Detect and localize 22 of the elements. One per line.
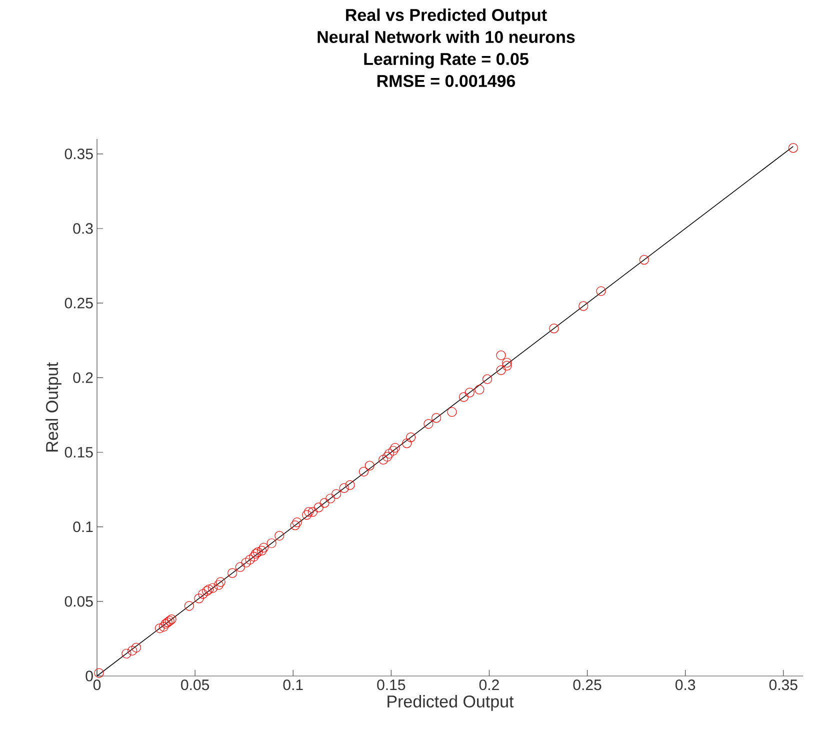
x-tick-label: 0.1 xyxy=(283,680,303,690)
y-tick-label: 0.35 xyxy=(64,148,93,160)
y-tick-label: 0.05 xyxy=(64,596,93,607)
y-tick-label: 0.3 xyxy=(73,223,93,234)
x-tick-label: 0.15 xyxy=(377,680,406,690)
y-tick-label: 0.2 xyxy=(73,372,93,383)
y-tick-label: 0.1 xyxy=(73,522,93,532)
text: Learning Rate = 0.05 xyxy=(364,52,528,68)
x-tick-label: 0.2 xyxy=(479,680,499,690)
x-tick-label: 0.35 xyxy=(769,680,798,690)
x-tick-label: 0.3 xyxy=(675,680,696,690)
x-tick-label: 0 xyxy=(93,680,101,690)
chart-title: Real vs Predicted Output xyxy=(346,8,547,24)
y-tick-label: 0.15 xyxy=(64,446,93,458)
chart-subtitle: Neural Network with 10 neurons xyxy=(318,30,575,44)
y-tick-label: 0 xyxy=(86,670,93,682)
x-axis-title: Predicted Output xyxy=(388,695,514,711)
x-tick-label: 0.05 xyxy=(181,680,210,690)
text: RMSE = 0.001496 xyxy=(377,74,516,88)
y-axis-title: Real Output xyxy=(46,362,62,452)
y-tick-label: 0.25 xyxy=(64,298,93,308)
x-tick-label: 0.25 xyxy=(573,680,602,690)
